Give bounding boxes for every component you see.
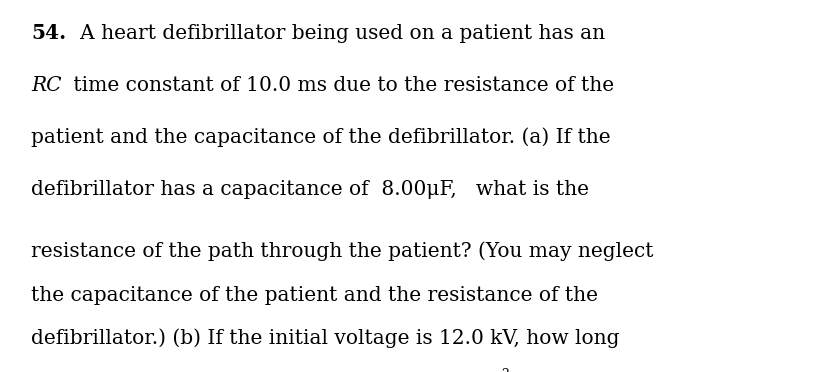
Text: time constant of 10.0 ms due to the resistance of the: time constant of 10.0 ms due to the resi…: [67, 76, 614, 95]
Text: defibrillator.) (b) If the initial voltage is 12.0 kV, how long: defibrillator.) (b) If the initial volta…: [31, 328, 619, 348]
Text: defibrillator has a capacitance of  8.00μF,   what is the: defibrillator has a capacitance of 8.00μ…: [31, 180, 589, 199]
Text: 54.: 54.: [31, 23, 66, 43]
Text: RC: RC: [31, 76, 61, 95]
Text: the capacitance of the patient and the resistance of the: the capacitance of the patient and the r…: [31, 286, 598, 305]
Text: 2: 2: [501, 368, 509, 372]
Text: patient and the capacitance of the defibrillator. (a) If the: patient and the capacitance of the defib…: [31, 128, 610, 147]
Text: A heart defibrillator being used on a patient has an: A heart defibrillator being used on a pa…: [61, 24, 605, 43]
Text: resistance of the path through the patient? (You may neglect: resistance of the path through the patie…: [31, 241, 654, 261]
